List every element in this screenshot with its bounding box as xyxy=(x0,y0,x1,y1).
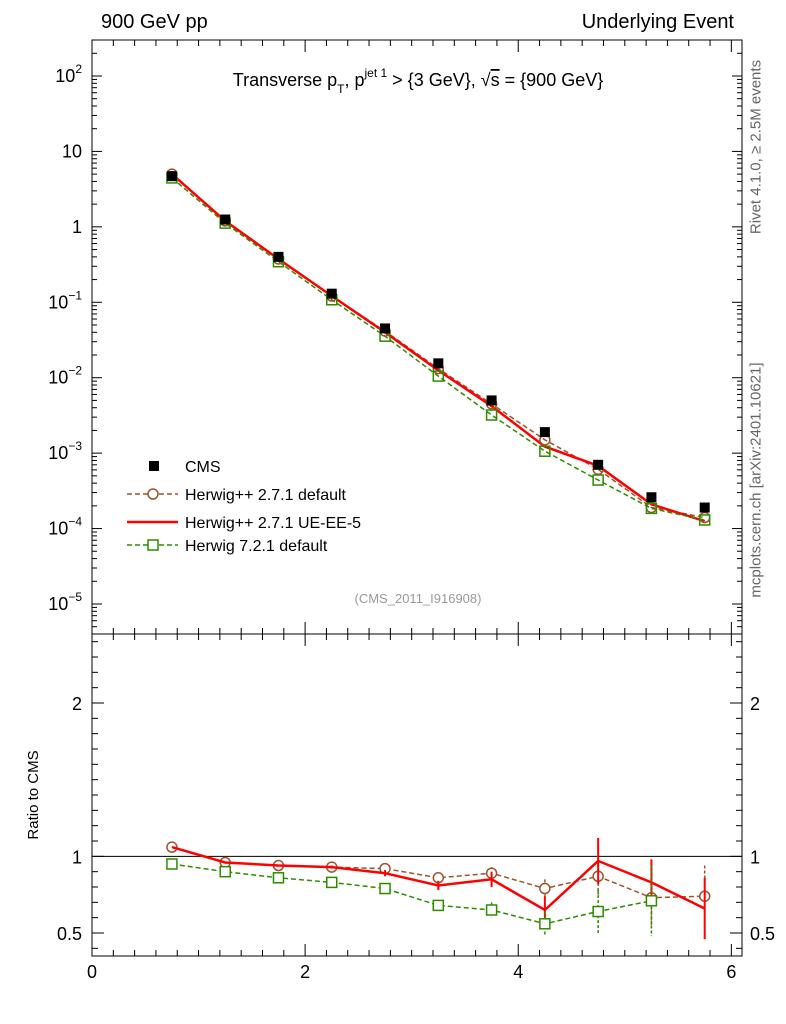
y-tick-label-base: 10 xyxy=(48,519,68,539)
legend-marker-herwigpp-default xyxy=(147,488,159,500)
y-tick-label-base: 10 xyxy=(48,292,68,312)
x-tick-label: 4 xyxy=(513,962,523,982)
title-sqrt-arg: s xyxy=(491,70,500,90)
main-point-cms xyxy=(646,492,657,503)
title-sqrt: √ xyxy=(481,70,491,90)
y-tick-label-base: 10 xyxy=(55,66,75,86)
y-tick-label-ratio-right: 1 xyxy=(750,847,760,867)
data-marks xyxy=(166,168,711,940)
header-left: 900 GeV pp xyxy=(101,11,208,33)
y-tick-label-ratio: 0.5 xyxy=(57,924,82,944)
main-point-cms xyxy=(380,323,391,334)
y-tick-label-main: 10−3 xyxy=(48,439,82,463)
legend-label-herwig72: Herwig 7.2.1 default xyxy=(185,538,328,555)
title-mid: , p xyxy=(344,70,364,90)
main-point-herwig72 xyxy=(485,409,498,421)
mcplots-label: mcplots.cern.ch [arXiv:2401.10621] xyxy=(747,362,765,598)
legend-marker-herwig72 xyxy=(147,539,159,551)
main-point-cms xyxy=(166,171,177,182)
y-tick-label-main: 10−2 xyxy=(48,364,82,388)
main-point-herwig72 xyxy=(432,370,445,382)
main-point-cms xyxy=(593,459,604,470)
y-tick-label-base: 1 xyxy=(72,217,82,237)
header-right: Underlying Event xyxy=(582,11,735,33)
ratio-point-herwig72 xyxy=(539,918,551,930)
y-tick-label-exponent: 2 xyxy=(75,62,82,76)
main-point-cms xyxy=(486,395,497,406)
y-tick-label-main: 10 xyxy=(62,141,82,161)
main-point-cms xyxy=(699,502,710,513)
y-tick-label-base: 10 xyxy=(48,368,68,388)
y-tick-label-exponent: −3 xyxy=(68,439,82,453)
y-tick-label-main: 102 xyxy=(55,62,82,86)
main-point-cms xyxy=(539,427,550,438)
main-point-cms xyxy=(326,288,337,299)
y-tick-label-base: 10 xyxy=(48,594,68,614)
y-tick-label-ratio-right: 0.5 xyxy=(750,924,775,944)
main-point-cms xyxy=(273,251,284,262)
ratio-point-herwig72 xyxy=(272,872,285,884)
main-line-herwigpp-default xyxy=(171,173,705,519)
y-tick-label-ratio: 1 xyxy=(72,847,82,867)
main-point-herwig72 xyxy=(698,514,711,526)
y-tick-label-exponent: −4 xyxy=(68,515,82,529)
y-tick-label-main: 10−4 xyxy=(48,515,82,539)
rivet-version-label: Rivet 4.1.0, ≥ 2.5M events xyxy=(747,59,765,235)
main-point-cms xyxy=(433,358,444,369)
y-tick-label-exponent: −5 xyxy=(68,590,82,604)
y-tick-label-base: 10 xyxy=(48,443,68,463)
ratio-point-herwig72 xyxy=(645,895,658,907)
ratio-line-herwig72 xyxy=(171,863,652,925)
title-sup-jet: jet 1 xyxy=(363,66,387,80)
x-tick-label: 0 xyxy=(87,962,97,982)
main-point-herwig72 xyxy=(539,445,551,457)
x-tick-label: 6 xyxy=(726,962,736,982)
y-tick-label-main: 10−5 xyxy=(48,590,82,614)
legend: CMS Herwig++ 2.7.1 default Herwig++ 2.7.… xyxy=(127,459,361,555)
analysis-id: (CMS_2011_I916908) xyxy=(355,591,482,606)
ratio-point-herwig72 xyxy=(326,876,338,889)
main-point-herwig72 xyxy=(645,502,658,515)
y-tick-label-base: 10 xyxy=(62,141,82,161)
main-point-herwig72 xyxy=(592,474,604,486)
ratio-point-herwig72 xyxy=(592,905,604,918)
main-title: Transverse pT, pjet 1 > {3 GeV}, √s = {9… xyxy=(233,66,603,96)
ratio-ylabel: Ratio to CMS xyxy=(25,750,42,839)
ratio-point-herwig72 xyxy=(166,858,178,870)
ratio-point-herwig72 xyxy=(485,904,498,916)
ratio-point-herwig72 xyxy=(219,865,231,878)
legend-label-herwigpp-default: Herwig++ 2.7.1 default xyxy=(185,487,347,504)
legend-marker-cms xyxy=(149,461,159,471)
legend-label-herwigpp-ueee5: Herwig++ 2.7.1 UE-EE-5 xyxy=(185,515,361,532)
ratio-point-herwig72 xyxy=(432,899,445,912)
main-point-cms xyxy=(220,214,231,225)
title-sub-t: T xyxy=(337,82,345,96)
y-tick-label-ratio-right: 2 xyxy=(750,694,760,714)
main-line-herwig72 xyxy=(171,177,705,521)
ratio-plot-frame xyxy=(91,633,743,957)
y-tick-label-ratio: 2 xyxy=(72,694,82,714)
title-lead: Transverse p xyxy=(233,70,337,90)
legend-label-cms: CMS xyxy=(185,459,221,476)
title-end: = {900 GeV} xyxy=(500,70,604,90)
y-tick-label-exponent: −2 xyxy=(68,364,82,378)
ratio-point-herwig72 xyxy=(379,882,391,895)
y-tick-label-main: 1 xyxy=(72,217,82,237)
y-tick-label-main: 10−1 xyxy=(48,288,82,312)
ratio-point-herwigpp-default xyxy=(539,882,551,895)
y-tick-label-exponent: −1 xyxy=(68,288,82,302)
main-line-herwigpp-ueee5 xyxy=(171,173,706,523)
x-tick-label: 2 xyxy=(300,962,310,982)
title-tail: > {3 GeV}, xyxy=(387,70,481,90)
